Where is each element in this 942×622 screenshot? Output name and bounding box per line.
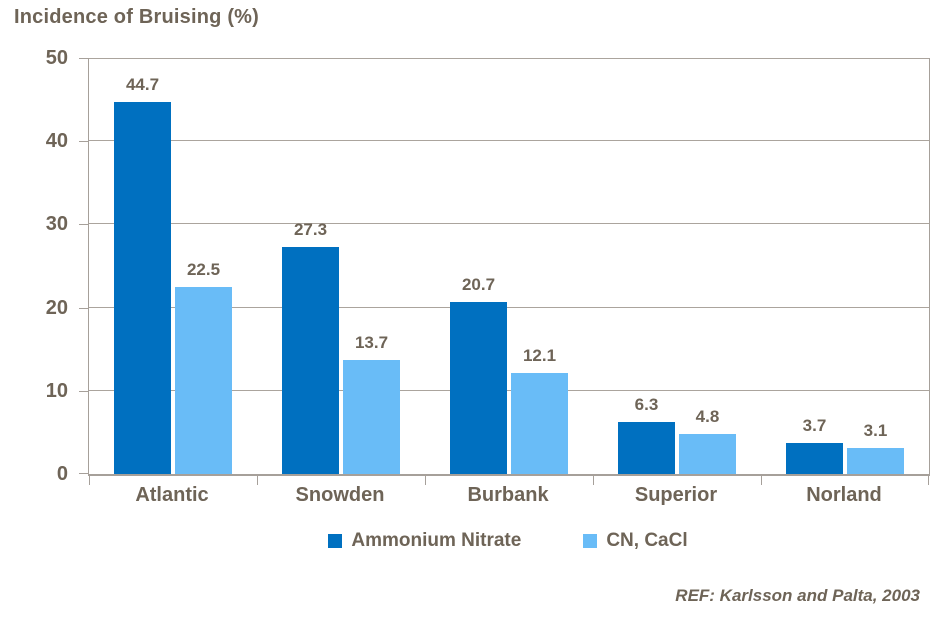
x-axis-tick	[593, 476, 594, 485]
bar	[511, 373, 568, 474]
y-axis-tick-label: 20	[45, 296, 68, 319]
bar-value-label: 3.1	[863, 421, 888, 441]
category-label: Superior	[634, 484, 718, 506]
bar-value-label: 6.3	[634, 394, 659, 414]
legend-item: Ammonium Nitrate	[328, 530, 521, 552]
bar	[114, 102, 171, 474]
x-axis-tick	[257, 476, 258, 485]
gridline	[89, 140, 929, 142]
gridline	[89, 389, 929, 391]
legend-swatch	[583, 534, 598, 548]
y-axis-tick-label: 50	[45, 47, 68, 69]
legend-label: CN, CaCl	[606, 530, 688, 551]
y-axis-tick-label: 0	[56, 463, 68, 485]
bar-value-label: 44.7	[125, 75, 160, 95]
y-axis-tick-label: 30	[45, 213, 68, 236]
bar-value-label: 13.7	[354, 333, 389, 353]
gridline	[89, 306, 929, 308]
bar	[450, 301, 507, 474]
y-axis-tick	[79, 58, 89, 59]
category-label: Norland	[806, 484, 882, 506]
y-axis-tick	[79, 473, 89, 474]
x-axis-tick	[761, 476, 762, 485]
plot-area: 44.7 22.5 27.3 13.7 20.7 12.1 6.3 4.8 3.7 3.1	[79, 58, 930, 485]
y-axis-tick	[79, 141, 89, 143]
bar-value-label: 12.1	[522, 346, 557, 366]
bar-value-label: 20.7	[461, 274, 496, 294]
category-label: Snowden	[295, 484, 385, 506]
legend-swatch	[328, 534, 343, 548]
y-axis-labels: 0 10 20 30 40 50	[0, 47, 68, 485]
y-axis-tick-label: 10	[45, 379, 68, 402]
legend-label: Ammonium Nitrate	[351, 530, 522, 551]
bar	[343, 360, 400, 474]
reference-citation: REF: Karlsson and Palta, 2003	[675, 586, 920, 605]
bar	[679, 434, 736, 474]
bar	[786, 443, 843, 474]
y-axis-tick	[79, 307, 89, 309]
gridline	[89, 223, 929, 225]
y-axis-tick	[79, 224, 89, 226]
y-axis-tick-label: 40	[45, 130, 68, 153]
bar-value-label: 4.8	[695, 407, 720, 427]
legend-item: CN, CaCl	[583, 530, 688, 552]
category-label: Burbank	[467, 484, 549, 506]
gridline	[89, 58, 929, 59]
bar-value-label: 27.3	[293, 219, 328, 239]
x-axis-tick	[928, 476, 929, 485]
y-axis-tick	[79, 390, 89, 392]
bar	[175, 286, 232, 474]
bar	[282, 246, 339, 474]
bar	[618, 421, 675, 474]
x-axis-tick	[425, 476, 426, 485]
legend: Ammonium Nitrate CN, CaCl	[88, 530, 928, 552]
x-axis-labels: Atlantic Snowden Burbank Superior Norland	[88, 484, 928, 507]
bar-value-label: 3.7	[802, 416, 827, 436]
bar-value-label: 22.5	[186, 259, 221, 279]
chart-title: Incidence of Bruising (%)	[14, 6, 260, 28]
category-label: Atlantic	[135, 484, 209, 506]
bar	[847, 448, 904, 474]
x-axis-tick	[89, 476, 90, 485]
